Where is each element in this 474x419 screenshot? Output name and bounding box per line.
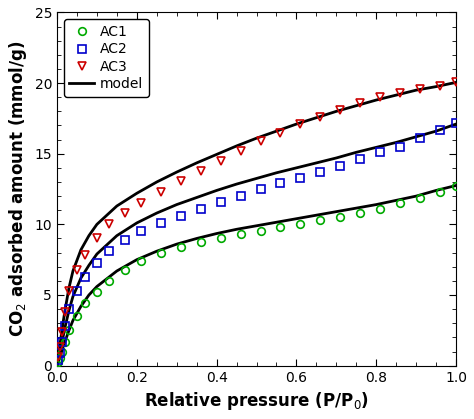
AC3 xyxy=(94,236,100,241)
AC3 xyxy=(278,130,283,135)
AC2 xyxy=(94,260,100,265)
AC1 xyxy=(218,236,223,241)
AC2 xyxy=(59,339,64,344)
AC2 xyxy=(178,213,183,218)
AC1 xyxy=(198,240,203,245)
AC2 xyxy=(198,206,203,211)
AC2 xyxy=(377,150,383,155)
AC1 xyxy=(298,221,303,226)
AC1 xyxy=(417,195,423,200)
AC1 xyxy=(318,217,323,222)
AC3 xyxy=(238,148,244,153)
AC3 xyxy=(57,345,63,350)
AC1 xyxy=(453,183,459,188)
X-axis label: Relative pressure (P/P$_0$): Relative pressure (P/P$_0$) xyxy=(144,390,369,412)
AC3 xyxy=(74,267,80,272)
AC1 xyxy=(59,349,64,354)
AC3 xyxy=(82,253,88,258)
AC1 xyxy=(57,355,63,360)
AC3 xyxy=(106,222,112,227)
AC3 xyxy=(417,86,423,91)
AC3 xyxy=(55,354,61,360)
AC2 xyxy=(218,199,223,204)
AC2 xyxy=(453,121,459,126)
AC3 xyxy=(62,310,68,315)
AC3 xyxy=(437,83,443,88)
AC2 xyxy=(66,307,72,312)
AC3 xyxy=(397,91,403,96)
AC1 xyxy=(122,267,128,272)
AC2 xyxy=(62,323,68,328)
AC3 xyxy=(337,107,343,112)
AC2 xyxy=(57,350,63,355)
AC2 xyxy=(55,357,61,362)
AC1 xyxy=(238,232,244,237)
AC1 xyxy=(158,250,164,255)
AC3 xyxy=(198,168,203,173)
AC2 xyxy=(417,136,423,141)
AC3 xyxy=(59,329,64,334)
AC2 xyxy=(258,186,264,191)
AC2 xyxy=(238,194,244,199)
AC1 xyxy=(94,290,100,295)
AC2 xyxy=(397,144,403,149)
AC2 xyxy=(82,274,88,279)
AC2 xyxy=(138,229,144,234)
Line: AC1: AC1 xyxy=(55,182,460,366)
AC2 xyxy=(158,220,164,225)
AC2 xyxy=(337,164,343,169)
Y-axis label: CO$_2$ adsorbed amount (mmol/g): CO$_2$ adsorbed amount (mmol/g) xyxy=(7,41,29,337)
AC1 xyxy=(377,206,383,211)
AC1 xyxy=(258,228,264,233)
AC3 xyxy=(298,122,303,127)
AC2 xyxy=(318,170,323,175)
AC1 xyxy=(66,328,72,333)
AC1 xyxy=(178,244,183,249)
AC1 xyxy=(62,339,68,344)
Line: AC2: AC2 xyxy=(55,119,460,364)
AC2 xyxy=(298,175,303,180)
AC1 xyxy=(397,201,403,206)
AC1 xyxy=(278,225,283,230)
AC1 xyxy=(74,314,80,319)
AC2 xyxy=(278,181,283,186)
AC3 xyxy=(138,201,144,206)
AC3 xyxy=(318,114,323,119)
AC2 xyxy=(106,249,112,254)
AC1 xyxy=(82,301,88,306)
AC1 xyxy=(357,210,363,215)
Line: AC3: AC3 xyxy=(55,78,460,361)
AC1 xyxy=(337,214,343,219)
AC1 xyxy=(106,278,112,283)
AC3 xyxy=(377,95,383,100)
AC3 xyxy=(357,100,363,105)
AC2 xyxy=(437,127,443,132)
AC3 xyxy=(66,288,72,293)
Legend: AC1, AC2, AC3, model: AC1, AC2, AC3, model xyxy=(64,19,149,97)
AC3 xyxy=(122,210,128,215)
AC3 xyxy=(453,80,459,85)
AC2 xyxy=(357,157,363,162)
AC2 xyxy=(74,288,80,293)
AC1 xyxy=(55,360,61,365)
AC3 xyxy=(178,178,183,183)
AC1 xyxy=(138,259,144,264)
AC1 xyxy=(437,189,443,194)
AC2 xyxy=(122,238,128,243)
AC3 xyxy=(258,139,264,144)
AC3 xyxy=(158,189,164,194)
AC3 xyxy=(218,158,223,163)
